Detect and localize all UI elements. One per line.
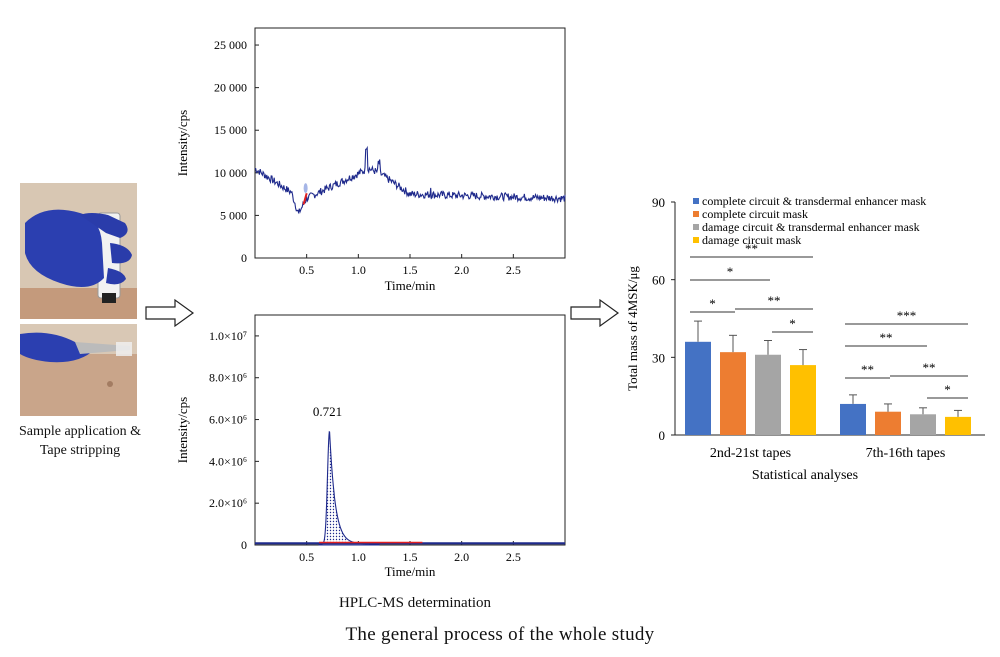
peak-marker <box>302 192 308 205</box>
legend-label: complete circuit mask <box>702 207 808 221</box>
peak-area <box>318 430 380 546</box>
y-tick-label: 6.0×10⁶ <box>209 413 247 427</box>
x-axis-label: Statistical analyses <box>752 468 858 483</box>
significance-label: ** <box>861 362 874 377</box>
category-label: 7th-16th tapes <box>866 446 946 461</box>
significance-label: * <box>944 382 951 397</box>
legend-label: damage circuit & transdermal enhancer ma… <box>702 220 920 234</box>
significance-label: * <box>727 264 734 279</box>
arrow-right-icon <box>570 298 620 328</box>
significance-label: *** <box>897 308 917 323</box>
arrow-right-icon <box>145 298 195 328</box>
y-axis-label: Total mass of 4MSK/μg <box>625 266 640 391</box>
left-caption: Sample application & Tape stripping <box>0 422 160 460</box>
y-tick-label: 2.0×10⁶ <box>209 496 247 510</box>
top-chromatogram: 0 5 000 10 000 15 000 20 000 25 000 0.5 1.0 1.5 2… <box>175 27 566 293</box>
bar <box>755 354 781 435</box>
x-tick-label: 0.5 <box>299 550 314 564</box>
x-axis-label: Time/min <box>385 278 436 293</box>
bar <box>790 365 816 435</box>
y-axis-label: Intensity/cps <box>175 110 190 176</box>
significance-label: ** <box>768 293 781 308</box>
left-caption-line1: Sample application & <box>18 424 142 439</box>
bar <box>685 341 711 435</box>
y-tick-label: 8.0×10⁶ <box>209 371 247 385</box>
legend-swatch <box>693 237 699 243</box>
legend-swatch <box>693 211 699 217</box>
photo-sample-application <box>20 183 137 319</box>
y-tick-label: 20 000 <box>214 81 247 95</box>
bar <box>910 414 936 435</box>
hplc-caption: HPLC-MS determination <box>338 595 492 611</box>
category-label: 2nd-21st tapes <box>710 446 791 461</box>
y-tick-label: 1.0×10⁷ <box>209 329 247 343</box>
bar-chart: 0 30 60 90 Total mass of 4MSK/μg 2nd-21st tap… <box>625 194 985 483</box>
plot-frame <box>254 314 566 546</box>
bar <box>875 411 901 435</box>
x-tick-label: 2.5 <box>506 550 521 564</box>
y-tick-label: 10 000 <box>214 166 247 180</box>
y-tick-label: 90 <box>652 195 665 210</box>
significance-label: ** <box>923 360 936 375</box>
y-tick-label: 30 <box>652 350 665 365</box>
significance-label: ** <box>745 241 758 256</box>
x-tick-label: 2.0 <box>454 263 469 277</box>
legend-swatch <box>693 198 699 204</box>
legend-swatch <box>693 224 699 230</box>
y-axis-label: Intensity/cps <box>175 397 190 463</box>
legend-label: complete circuit & transdermal enhancer … <box>702 194 926 208</box>
x-tick-label: 0.5 <box>299 263 314 277</box>
x-tick-label: 2.0 <box>454 550 469 564</box>
bar <box>840 403 866 435</box>
legend-label: damage circuit mask <box>702 233 801 247</box>
plot-frame <box>254 27 566 259</box>
x-tick-label: 1.5 <box>403 263 418 277</box>
main-caption: The general process of the whole study <box>345 624 655 645</box>
significance-label: * <box>789 316 796 331</box>
bar <box>720 352 746 435</box>
left-caption-line2: Tape stripping <box>39 443 121 458</box>
bottom-chromatogram: 0 2.0×10⁶ 4.0×10⁶ 6.0×10⁶ 8.0×10⁶ 1.0×10⁷ 0.5 1… <box>175 314 566 579</box>
peak-shade <box>303 183 308 194</box>
bar <box>945 416 971 435</box>
y-tick-label: 0 <box>659 428 666 443</box>
photo-tape-stripping <box>20 324 137 416</box>
y-tick-label: 0 <box>241 251 247 265</box>
y-tick-label: 25 000 <box>214 38 247 52</box>
chromatogram-trace <box>255 145 566 215</box>
significance-label: * <box>709 296 716 311</box>
significance-label: ** <box>880 330 893 345</box>
x-tick-label: 1.0 <box>351 263 366 277</box>
peak-label: 0.721 <box>313 404 342 419</box>
y-tick-label: 60 <box>652 273 665 288</box>
x-tick-label: 1.5 <box>403 550 418 564</box>
y-tick-label: 5 000 <box>220 208 247 222</box>
x-tick-label: 1.0 <box>351 550 366 564</box>
x-axis-label: Time/min <box>385 564 436 579</box>
x-tick-label: 2.5 <box>506 263 521 277</box>
y-tick-label: 0 <box>241 538 247 552</box>
y-tick-label: 15 000 <box>214 123 247 137</box>
y-tick-label: 4.0×10⁶ <box>209 454 247 468</box>
